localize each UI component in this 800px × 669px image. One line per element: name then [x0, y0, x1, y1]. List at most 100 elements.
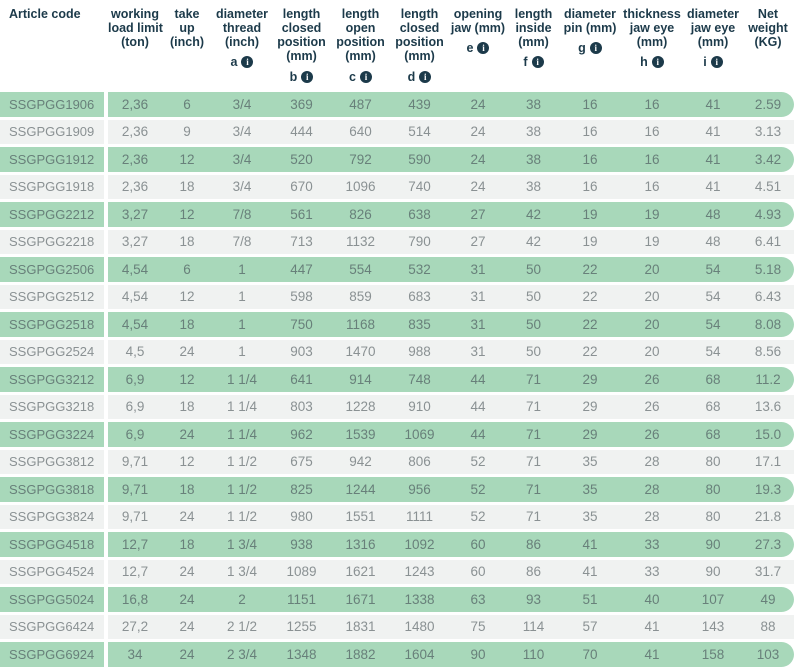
value-cell: 740	[390, 174, 449, 199]
value-cell: 63	[449, 587, 507, 612]
value-cell: 1316	[331, 532, 390, 557]
article-code-cell: SSGPGG2218	[0, 229, 108, 254]
value-cell: 13.6	[742, 394, 794, 419]
value-cell: 86	[507, 559, 560, 584]
value-cell: 24	[162, 642, 212, 667]
info-icon[interactable]: i	[710, 56, 723, 69]
value-cell: 1831	[331, 614, 390, 639]
article-code-cell: SSGPGG4518	[0, 532, 108, 557]
value-cell: 17.1	[742, 449, 794, 474]
value-cell: 28	[620, 477, 684, 502]
article-code-cell: SSGPGG3218	[0, 394, 108, 419]
value-cell: 22	[560, 284, 620, 309]
value-cell: 18	[162, 532, 212, 557]
value-cell: 44	[449, 367, 507, 392]
table-row: SSGPGG3824 9,71 24 1 1/2 980 1551 1111 52 71 35 28…	[0, 504, 794, 529]
dimension-letter: g	[578, 41, 586, 56]
value-cell: 11.2	[742, 367, 794, 392]
value-cell: 16	[560, 174, 620, 199]
value-cell: 107	[684, 587, 742, 612]
article-code-cell: SSGPGG3224	[0, 422, 108, 447]
value-cell: 910	[390, 394, 449, 419]
value-cell: 640	[331, 119, 390, 144]
article-code-cell: SSGPGG3812	[0, 449, 108, 474]
value-cell: 71	[507, 394, 560, 419]
info-icon[interactable]: i	[419, 70, 432, 83]
value-cell: 18	[162, 312, 212, 337]
info-icon[interactable]: i	[241, 56, 254, 69]
column-header-length-closed-d: length closed position (mm) d i	[390, 3, 449, 89]
value-cell: 68	[684, 394, 742, 419]
value-cell: 27	[449, 229, 507, 254]
value-cell: 21.8	[742, 504, 794, 529]
value-cell: 2 1/2	[212, 614, 272, 639]
value-cell: 75	[449, 614, 507, 639]
value-cell: 4,54	[108, 257, 162, 282]
info-icon[interactable]: i	[589, 42, 602, 55]
value-cell: 938	[272, 532, 331, 557]
value-cell: 44	[449, 394, 507, 419]
value-cell: 60	[449, 532, 507, 557]
column-label: thickness jaw eye (mm)	[623, 7, 681, 50]
table-row: SSGPGG5024 16,8 24 2 1151 1671 1338 63 93 51 40 107…	[0, 587, 794, 612]
value-cell: 825	[272, 477, 331, 502]
value-cell: 859	[331, 284, 390, 309]
dimension-letter: c	[349, 69, 356, 84]
value-cell: 1255	[272, 614, 331, 639]
value-cell: 31	[449, 312, 507, 337]
table-row: SSGPGG3224 6,9 24 1 1/4 962 1539 1069 44 71 29 26 6…	[0, 422, 794, 447]
value-cell: 1092	[390, 532, 449, 557]
value-cell: 93	[507, 587, 560, 612]
value-cell: 1338	[390, 587, 449, 612]
info-icon[interactable]: i	[531, 56, 544, 69]
value-cell: 80	[684, 449, 742, 474]
table-row: SSGPGG4518 12,7 18 1 3/4 938 1316 1092 60 86 41 33…	[0, 532, 794, 557]
value-cell: 1 1/4	[212, 422, 272, 447]
table-row: SSGPGG1918 2,36 18 3/4 670 1096 740 24 38 16 16 41 4…	[0, 174, 794, 199]
value-cell: 48	[684, 229, 742, 254]
value-cell: 1132	[331, 229, 390, 254]
table-row: SSGPGG2506 4,54 6 1 447 554 532 31 50 22 20 54 5.18	[0, 257, 794, 282]
info-icon[interactable]: i	[477, 42, 490, 55]
table-row: SSGPGG2218 3,27 18 7/8 713 1132 790 27 42 19 19 48 6…	[0, 229, 794, 254]
value-cell: 19	[560, 229, 620, 254]
value-cell: 54	[684, 257, 742, 282]
article-code-cell: SSGPGG6424	[0, 614, 108, 639]
info-icon[interactable]: i	[359, 70, 372, 83]
value-cell: 88	[742, 614, 794, 639]
value-cell: 41	[620, 642, 684, 667]
value-cell: 24	[162, 339, 212, 364]
value-cell: 27	[449, 202, 507, 227]
value-cell: 6,9	[108, 422, 162, 447]
value-cell: 4,5	[108, 339, 162, 364]
column-label: length inside (mm)	[514, 7, 553, 50]
value-cell: 1111	[390, 504, 449, 529]
value-cell: 90	[684, 532, 742, 557]
value-cell: 143	[684, 614, 742, 639]
info-icon[interactable]: i	[651, 56, 664, 69]
value-cell: 41	[684, 92, 742, 117]
dimension-letter: d	[407, 69, 416, 84]
value-cell: 31	[449, 339, 507, 364]
value-cell: 12	[162, 449, 212, 474]
value-cell: 29	[560, 367, 620, 392]
table-row: SSGPGG2518 4,54 18 1 750 1168 835 31 50 22 20 54 8.0…	[0, 312, 794, 337]
value-cell: 22	[560, 312, 620, 337]
value-cell: 24	[162, 587, 212, 612]
value-cell: 444	[272, 119, 331, 144]
value-cell: 1 1/4	[212, 367, 272, 392]
value-cell: 16	[560, 92, 620, 117]
value-cell: 31	[449, 257, 507, 282]
value-cell: 16	[620, 92, 684, 117]
dimension-letter: e	[466, 41, 474, 56]
info-icon[interactable]: i	[301, 70, 314, 83]
value-cell: 1096	[331, 174, 390, 199]
value-cell: 24	[162, 422, 212, 447]
value-cell: 16	[560, 147, 620, 172]
value-cell: 1089	[272, 559, 331, 584]
